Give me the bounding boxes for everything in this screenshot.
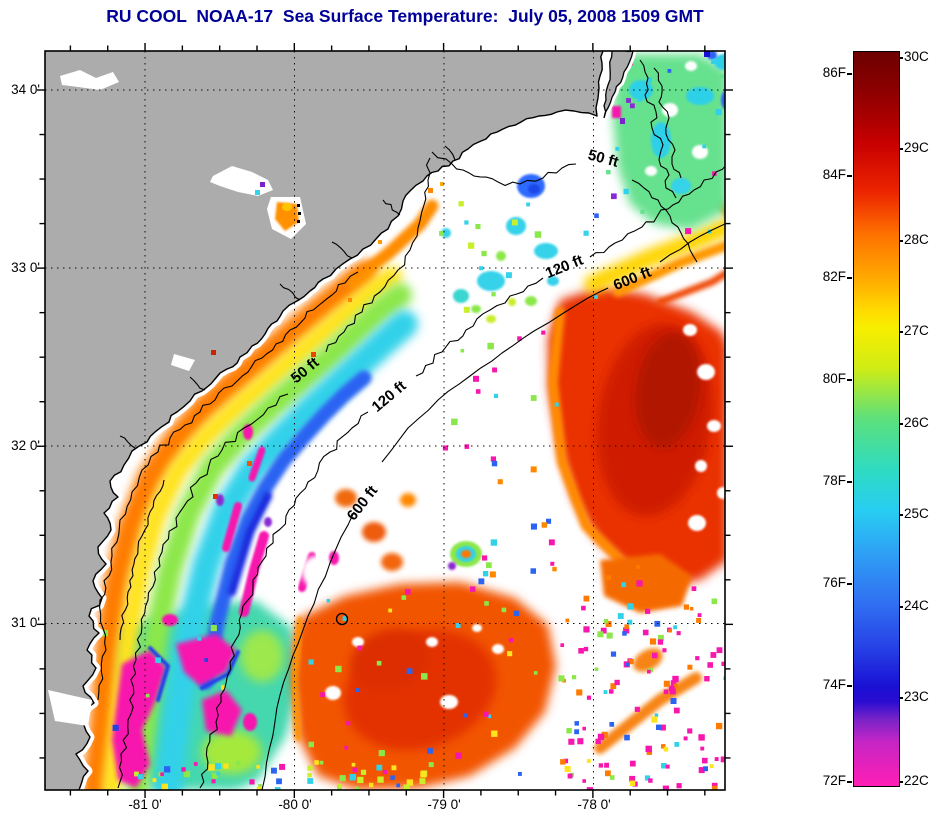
map-border [44,50,726,791]
page-title: RU COOL NOAA-17 Sea Surface Temperature:… [106,6,704,26]
y-tick-label-34: 34 0' [11,82,40,97]
x-tick-label-79: -79 0' [427,797,461,812]
station-circle-marker [335,612,349,626]
cb-label-23c: 23C [899,689,936,704]
cb-label-28c: 28C [899,232,936,247]
cb-label-22c: 22C [899,773,936,788]
cb-label-29c: 29C [899,140,936,155]
x-tick-label-78: -78 0' [577,797,611,812]
x-tick-label-81: -81 0' [128,797,162,812]
cb-label-74f: 74F [806,677,852,692]
land-layer [45,51,637,790]
cb-label-76f: 76F [806,575,852,590]
axis-tick-marks [37,43,733,798]
cloud-lake-layer [48,70,444,726]
bathymetry-contours [97,59,725,790]
y-tick-label-32: 32 0' [11,438,40,453]
ocean-sst-layer [82,51,725,790]
cb-label-26c: 26C [899,415,936,430]
cb-label-25c: 25C [899,506,936,521]
cb-label-78f: 78F [806,473,852,488]
cb-label-86f: 86F [806,65,852,80]
y-tick-label-31: 31 0' [11,615,40,630]
cb-label-80f: 80F [806,371,852,386]
y-tick-label-33: 33 0' [11,260,40,275]
cb-label-30c: 30C [899,49,936,64]
cb-label-72f: 72F [806,773,852,788]
cb-label-84f: 84F [806,167,852,182]
cb-label-24c: 24C [899,598,936,613]
cb-label-27c: 27C [899,323,936,338]
cb-label-82f: 82F [806,269,852,284]
x-tick-label-80: -80 0' [278,797,312,812]
temperature-colorbar [853,51,900,787]
